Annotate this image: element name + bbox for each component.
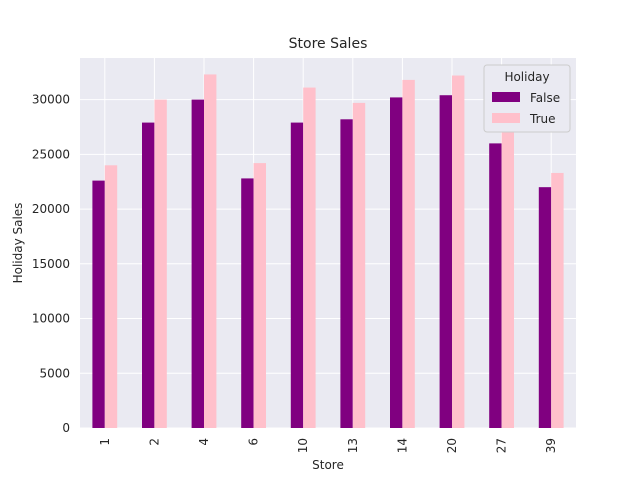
tick-labels: 0 5000 10000 15000 20000 25000 30000 1 2 4 6 10 13 14…: [32, 93, 558, 454]
bar-true-store-6: [253, 163, 266, 429]
bar-true-store-2: [154, 99, 167, 429]
x-tick-label: 20: [445, 438, 459, 453]
legend-swatch-true: [492, 113, 520, 123]
y-tick-label: 10000: [32, 312, 70, 326]
y-tick-label: 20000: [32, 202, 70, 216]
bar-false-store-13: [340, 119, 353, 429]
x-tick-label: 39: [544, 438, 558, 453]
x-tick-label: 27: [495, 438, 509, 453]
bar-false-store-10: [290, 122, 304, 428]
x-tick-label: 6: [247, 438, 261, 446]
bar-true-store-27: [501, 114, 514, 428]
x-axis-label: Store: [312, 458, 344, 472]
legend-label-true: True: [529, 112, 556, 126]
bar-true-store-14: [402, 79, 415, 428]
y-axis-label: Holiday Sales: [11, 203, 25, 284]
x-tick-label: 14: [395, 438, 409, 453]
bar-false-store-14: [390, 97, 403, 428]
x-tick-label: 10: [296, 438, 310, 453]
bar-false-store-39: [538, 187, 552, 428]
x-tick-label: 4: [197, 438, 211, 446]
y-tick-label: 0: [62, 421, 70, 435]
bar-true-store-10: [303, 87, 316, 428]
bar-false-store-27: [489, 143, 502, 428]
legend-label-false: False: [530, 91, 560, 105]
legend-title: Holiday: [504, 70, 549, 84]
y-tick-label: 5000: [39, 366, 70, 380]
bar-false-store-20: [439, 95, 452, 428]
chart-title: Store Sales: [289, 36, 368, 52]
legend: Holiday False True: [483, 64, 571, 133]
y-tick-label: 30000: [32, 93, 70, 107]
bar-false-store-1: [92, 180, 105, 428]
legend-swatch-false: [492, 92, 520, 102]
bar-true-store-20: [452, 75, 465, 428]
bars: [92, 74, 564, 429]
bar-true-store-13: [352, 102, 366, 429]
x-tick-label: 13: [346, 438, 360, 453]
y-tick-label: 15000: [32, 257, 70, 271]
bar-true-store-1: [104, 165, 118, 428]
bar-false-store-2: [142, 122, 155, 428]
x-tick-label: 2: [147, 438, 161, 446]
bar-false-store-4: [191, 99, 204, 429]
bar-true-store-4: [204, 74, 217, 429]
bar-false-store-6: [241, 178, 254, 428]
x-tick-label: 1: [98, 438, 112, 446]
bar-true-store-39: [551, 172, 564, 428]
y-tick-label: 25000: [32, 147, 70, 161]
